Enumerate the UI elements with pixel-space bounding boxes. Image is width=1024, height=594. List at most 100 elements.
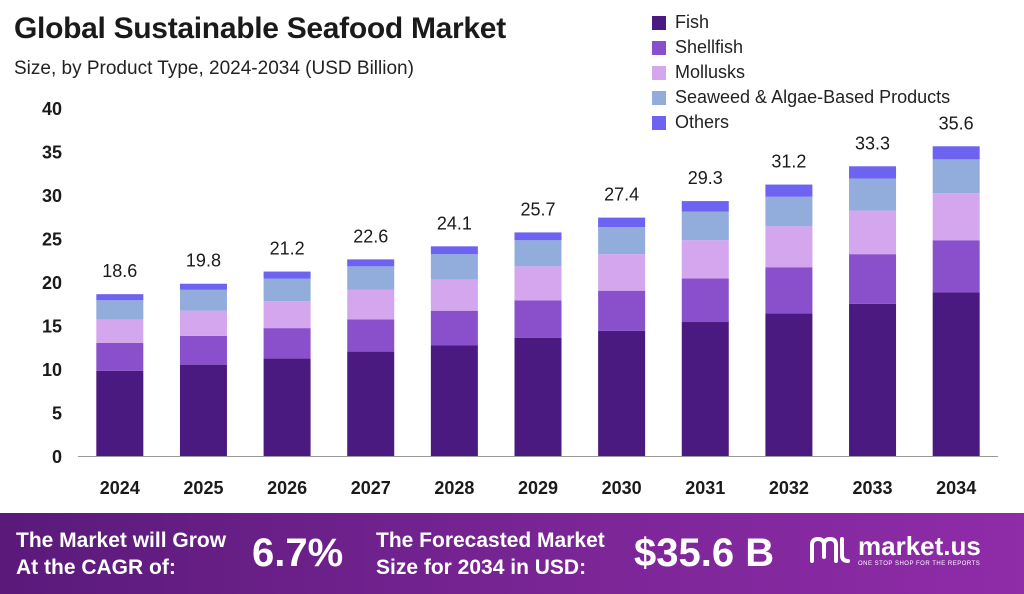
x-tick-label: 2032 (769, 478, 809, 498)
bar-segment (598, 290, 646, 331)
bar-total-label: 25.7 (520, 199, 555, 219)
chart-legend: Fish Shellfish Mollusks Seaweed & Algae-Bas… (652, 10, 950, 135)
bar-segment (849, 254, 897, 304)
bar-segment (96, 319, 144, 343)
x-tick-label: 2026 (267, 478, 307, 498)
stacked-bar-chart: 051015202530354018.6202419.8202521.22026… (42, 99, 998, 498)
forecast-label-line-2: Size for 2034 in USD: (376, 556, 587, 579)
bar-segment (849, 210, 897, 255)
legend-label: Seaweed & Algae-Based Products (675, 87, 951, 107)
bar-segment (765, 184, 813, 197)
bar-total-label: 21.2 (270, 239, 305, 259)
bar-total-label: 33.3 (855, 133, 890, 153)
bar-segment (179, 289, 227, 311)
forecast-label: The Forecasted Market Size for 2034 in U… (376, 527, 605, 581)
legend-item: Mollusks (652, 60, 950, 85)
bar-total-label: 18.6 (102, 261, 137, 281)
cagr-label-line-1: The Market will Grow (16, 529, 227, 552)
legend-label: Others (675, 112, 730, 132)
bar-segment (96, 370, 144, 456)
bar-total-label: 35.6 (939, 113, 974, 133)
bar-segment (347, 319, 395, 352)
bar-segment (347, 289, 395, 320)
bar-segment (932, 240, 980, 293)
bar-segment (765, 313, 813, 456)
bar-segment (514, 232, 562, 241)
bar-total-label: 24.1 (437, 213, 472, 233)
bar-segment (179, 335, 227, 365)
legend-item: Fish (652, 10, 950, 35)
x-tick-label: 2029 (518, 478, 558, 498)
bar-segment (765, 226, 813, 268)
cagr-label-line-2: At the CAGR of: (16, 556, 176, 579)
bar-segment (598, 330, 646, 456)
bar-segment (96, 300, 144, 320)
bar-segment (932, 193, 980, 241)
chart-subtitle: Size, by Product Type, 2024-2034 (USD Bi… (14, 58, 414, 79)
x-tick-label: 2025 (183, 478, 223, 498)
y-tick-label: 30 (42, 186, 62, 206)
bar-segment (263, 278, 311, 302)
bar-segment (932, 159, 980, 194)
y-tick-label: 10 (42, 360, 62, 380)
bar-segment (514, 240, 562, 267)
bar-segment (430, 246, 478, 255)
bar-segment (514, 337, 562, 456)
bar-segment (263, 271, 311, 279)
bar-segment (263, 328, 311, 359)
bar-total-label: 31.2 (771, 152, 806, 172)
legend-swatch (652, 115, 666, 130)
bar-total-label: 19.8 (186, 251, 221, 271)
legend-item: Shellfish (652, 35, 950, 60)
bar-segment (430, 279, 478, 311)
bar-segment (347, 266, 395, 290)
bar-segment (430, 310, 478, 346)
bar-segment (765, 196, 813, 227)
bar-segment (179, 310, 227, 336)
x-tick-label: 2031 (685, 478, 725, 498)
bar-segment (514, 266, 562, 301)
legend-label: Mollusks (675, 62, 746, 82)
bar-segment (681, 322, 729, 456)
bar-segment (765, 267, 813, 314)
bar-segment (430, 345, 478, 456)
bar-segment (430, 254, 478, 280)
x-tick-label: 2034 (936, 478, 976, 498)
legend-label: Fish (675, 12, 710, 32)
bar-segment (179, 283, 227, 290)
bar-segment (681, 278, 729, 323)
legend-item: Others (652, 110, 950, 135)
market-us-logo-icon (810, 536, 850, 563)
legend-swatch (652, 15, 666, 30)
bar-segment (849, 166, 897, 179)
x-tick-label: 2024 (100, 478, 140, 498)
legend-swatch (652, 40, 666, 55)
bar-total-label: 22.6 (353, 226, 388, 246)
bar-segment (849, 303, 897, 456)
bar-segment (347, 259, 395, 267)
brand-tagline: ONE STOP SHOP FOR THE REPORTS (858, 561, 981, 567)
y-tick-label: 35 (42, 143, 62, 163)
y-tick-label: 40 (42, 99, 62, 119)
legend-swatch (652, 65, 666, 80)
cagr-label: The Market will Grow At the CAGR of: (16, 527, 226, 581)
bar-segment (598, 227, 646, 255)
cagr-value: 6.7% (252, 531, 344, 575)
x-tick-label: 2027 (351, 478, 391, 498)
y-tick-label: 15 (42, 317, 62, 337)
bar-segment (932, 146, 980, 160)
forecast-value: $35.6 B (634, 531, 775, 575)
legend-swatch (652, 90, 666, 105)
footer-banner: The Market will Grow At the CAGR of: 6.7… (0, 513, 1024, 594)
x-tick-label: 2030 (602, 478, 642, 498)
bar-segment (179, 364, 227, 456)
y-tick-label: 0 (52, 447, 62, 467)
bar-segment (347, 351, 395, 456)
bar-segment (598, 217, 646, 228)
bar-segment (681, 201, 729, 212)
x-tick-label: 2033 (853, 478, 893, 498)
forecast-label-line-1: The Forecasted Market (376, 529, 605, 552)
bar-segment (681, 240, 729, 279)
bar-segment (849, 178, 897, 211)
